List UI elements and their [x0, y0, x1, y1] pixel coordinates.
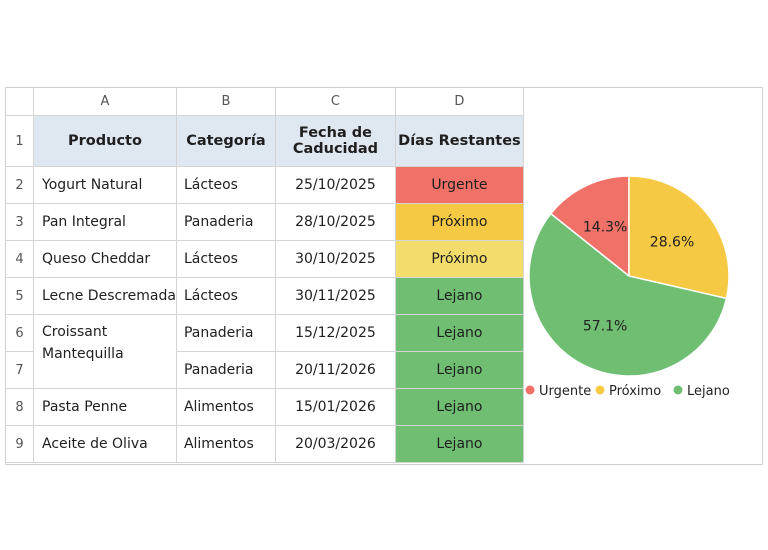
- cell-categoria[interactable]: Panaderia: [175, 351, 276, 389]
- table-row: 8 Pasta Penne Alimentos 15/01/2026 Lejan…: [6, 388, 524, 426]
- row-number[interactable]: 1: [6, 115, 34, 167]
- row-number[interactable]: 5: [6, 277, 34, 315]
- legend-swatch-lejano: [673, 385, 683, 395]
- cell-producto[interactable]: Lecne Descremada: [33, 277, 177, 315]
- column-header-row: A B C D: [6, 88, 524, 116]
- row-number[interactable]: 6: [6, 314, 34, 352]
- cell-dias[interactable]: Urgente: [394, 166, 524, 204]
- pie-chart[interactable]: 14.3% 28.6% 57.1% Urgente Próximo Lejano: [496, 88, 762, 464]
- table-row: 7 Panaderia 20/11/2026 Lejano: [6, 351, 524, 389]
- pie-slice-lejano[interactable]: [528, 212, 728, 377]
- header-categoria[interactable]: Categoría: [175, 115, 276, 167]
- row-number[interactable]: 7: [6, 351, 34, 389]
- cell-categoria[interactable]: Alimentos: [175, 425, 276, 463]
- select-all-corner[interactable]: [6, 88, 34, 116]
- cell-dias[interactable]: Próximo: [394, 203, 524, 241]
- row-number[interactable]: 2: [6, 166, 34, 204]
- cell-fecha[interactable]: 28/10/2025: [274, 203, 396, 241]
- cell-producto[interactable]: Croissant Mantequilla: [33, 314, 177, 389]
- row-number[interactable]: 3: [6, 203, 34, 241]
- cell-fecha[interactable]: 30/11/2025: [274, 277, 396, 315]
- cell-categoria[interactable]: Lácteos: [175, 277, 276, 315]
- pie-data-label: 14.3%: [583, 219, 627, 235]
- legend-label-próximo[interactable]: Próximo: [609, 384, 661, 399]
- cell-dias[interactable]: Lejano: [394, 425, 524, 463]
- table-row: 6 Croissant Mantequilla Panaderia 15/12/…: [6, 314, 524, 389]
- legend-swatch-urgente: [525, 385, 535, 395]
- column-header-b[interactable]: B: [175, 88, 276, 116]
- legend-label-lejano[interactable]: Lejano: [687, 384, 730, 399]
- pie-slice-próximo[interactable]: [628, 175, 730, 300]
- cell-categoria[interactable]: Alimentos: [175, 388, 276, 426]
- cell-categoria[interactable]: Lácteos: [175, 166, 276, 204]
- table-row: 9 Aceite de Oliva Alimentos 20/03/2026 L…: [6, 425, 524, 463]
- cell-fecha[interactable]: 25/10/2025: [274, 166, 396, 204]
- cell-categoria[interactable]: Panaderia: [175, 314, 276, 352]
- cell-producto[interactable]: Pan Integral: [33, 203, 177, 241]
- cell-producto[interactable]: Pasta Penne: [33, 388, 177, 426]
- cell-producto[interactable]: Yogurt Natural: [33, 166, 177, 204]
- cell-dias[interactable]: Lejano: [394, 388, 524, 426]
- column-header-d[interactable]: D: [394, 88, 524, 116]
- cell-fecha[interactable]: 15/12/2025: [274, 314, 396, 352]
- header-row: 1 Producto Categoría Fecha de Caducidad …: [6, 115, 524, 167]
- table-row: 4 Queso Cheddar Lácteos 30/10/2025 Próxi…: [6, 240, 524, 278]
- pie-slice-urgente[interactable]: [549, 175, 630, 278]
- column-header-c[interactable]: C: [274, 88, 396, 116]
- row-number[interactable]: 4: [6, 240, 34, 278]
- row-number[interactable]: 8: [6, 388, 34, 426]
- cell-dias[interactable]: Lejano: [394, 351, 524, 389]
- cell-dias[interactable]: Lejano: [394, 277, 524, 315]
- cell-categoria[interactable]: Panaderia: [175, 203, 276, 241]
- cell-producto[interactable]: Aceite de Oliva: [33, 425, 177, 463]
- cell-dias[interactable]: Próximo: [394, 240, 524, 278]
- pie-chart-svg: 14.3% 28.6% 57.1% Urgente Próximo Lejano: [525, 175, 730, 399]
- table-row: 2 Yogurt Natural Lácteos 25/10/2025 Urge…: [6, 166, 524, 204]
- column-header-a[interactable]: A: [33, 88, 177, 116]
- cell-fecha[interactable]: 20/11/2026: [274, 351, 396, 389]
- spreadsheet-grid: A B C D 1 Producto Categoría Fecha de Ca…: [6, 88, 524, 463]
- spreadsheet-frame: A B C D 1 Producto Categoría Fecha de Ca…: [5, 87, 763, 465]
- table-row: 5 Lecne Descremada Lácteos 30/11/2025 Le…: [6, 277, 524, 315]
- header-fecha[interactable]: Fecha de Caducidad: [274, 115, 396, 167]
- pie-data-label: 57.1%: [583, 319, 627, 335]
- cell-fecha[interactable]: 20/03/2026: [274, 425, 396, 463]
- legend-label-urgente[interactable]: Urgente: [539, 384, 591, 399]
- pie-data-label: 28.6%: [650, 235, 694, 251]
- row-number[interactable]: 9: [6, 425, 34, 463]
- cell-fecha[interactable]: 30/10/2025: [274, 240, 396, 278]
- legend-swatch-próximo: [595, 385, 605, 395]
- table-row: 3 Pan Integral Panaderia 28/10/2025 Próx…: [6, 203, 524, 241]
- cell-producto[interactable]: Queso Cheddar: [33, 240, 177, 278]
- header-producto[interactable]: Producto: [33, 115, 177, 167]
- cell-categoria[interactable]: Lácteos: [175, 240, 276, 278]
- cell-fecha[interactable]: 15/01/2026: [274, 388, 396, 426]
